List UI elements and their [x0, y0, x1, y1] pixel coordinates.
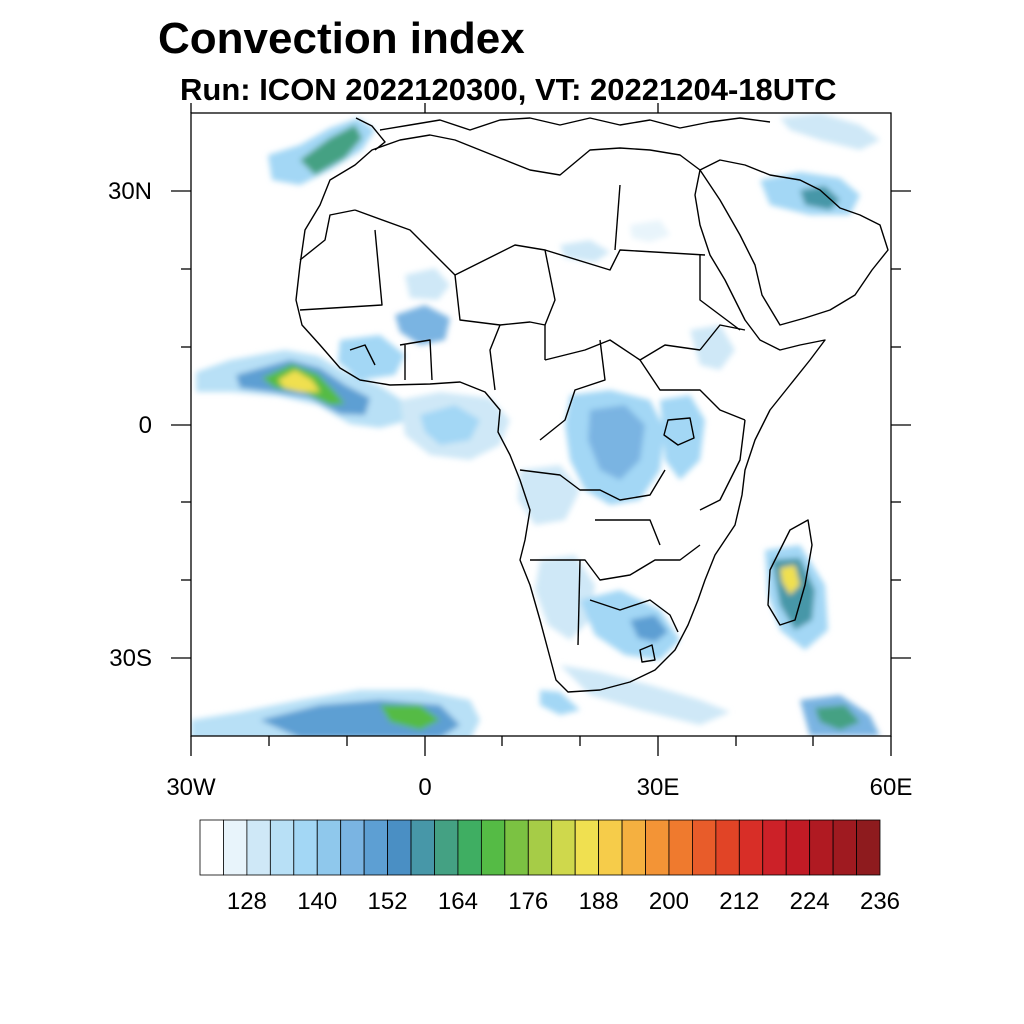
lon-label-30w: 30W — [166, 774, 216, 801]
colorbar-swatch — [668, 819, 693, 876]
lat-label-30n: 30N — [107, 178, 152, 205]
colorbar-tick-label: 152 — [367, 888, 408, 915]
convection-blob — [540, 690, 580, 715]
tick-marks — [171, 103, 911, 756]
colorbar-swatch — [434, 819, 459, 876]
colorbar-swatch — [199, 819, 224, 876]
convection-blob — [300, 125, 362, 175]
colorbar-tick-label: 176 — [508, 888, 549, 915]
colorbar-swatch — [457, 819, 482, 876]
convection-blob — [660, 395, 705, 480]
chart-subtitle: Run: ICON 2022120300, VT: 20221204-18UTC — [180, 72, 837, 107]
convection-blob — [395, 305, 450, 345]
lon-label-0: 0 — [418, 774, 432, 801]
colorbar-swatch — [809, 819, 834, 876]
colorbar-swatch — [762, 819, 787, 876]
colorbar-swatch — [316, 819, 342, 876]
chart-title: Convection index — [158, 14, 525, 63]
colorbar-swatch — [246, 819, 271, 876]
colorbar-swatch — [293, 819, 318, 876]
colorbar-swatch — [692, 819, 717, 876]
colorbar-swatch — [785, 819, 811, 876]
lon-label-60e: 60E — [869, 774, 913, 801]
convection-blob — [780, 113, 880, 150]
colorbar-swatch — [832, 819, 857, 876]
convection-blob — [518, 465, 580, 525]
colorbar-swatch — [645, 819, 670, 876]
colorbar-swatch — [621, 819, 646, 876]
convection-blob — [815, 705, 860, 730]
lat-label-0: 0 — [138, 412, 152, 439]
colorbar-tick-label: 164 — [437, 888, 478, 915]
convection-field — [191, 113, 880, 736]
convection-blob — [780, 565, 800, 595]
colorbar-swatch — [551, 819, 576, 876]
colorbar-swatch — [363, 819, 388, 876]
convection-blob — [560, 665, 730, 725]
colorbar-tick-label: 236 — [859, 888, 901, 915]
convection-blob — [535, 555, 595, 640]
convection-blob — [278, 370, 320, 392]
colorbar-swatch — [856, 819, 881, 876]
colorbar — [199, 819, 881, 876]
convection-blob — [588, 405, 645, 480]
colorbar-swatch — [574, 819, 600, 876]
colorbar-tick-label: 188 — [578, 888, 619, 915]
colorbar-swatch — [504, 819, 529, 876]
colorbar-swatch — [410, 819, 435, 876]
colorbar-swatch — [223, 819, 248, 876]
colorbar-tick-label: 128 — [226, 888, 267, 915]
colorbar-tick-label: 212 — [719, 888, 760, 915]
colorbar-swatch — [527, 819, 553, 876]
convection-blob — [420, 405, 480, 445]
colorbar-swatch — [598, 819, 623, 876]
convection-blob — [800, 186, 840, 210]
convection-blob — [690, 325, 735, 370]
colorbar-swatch — [387, 819, 412, 876]
coastlines — [295, 117, 889, 693]
colorbar-swatch — [480, 819, 506, 876]
colorbar-swatch — [340, 819, 365, 876]
colorbar-tick-label: 200 — [648, 888, 689, 915]
convection-blob — [630, 615, 668, 642]
convection-blob — [560, 240, 610, 262]
lon-label-30e: 30E — [636, 774, 680, 801]
colorbar-swatch — [715, 819, 740, 876]
convection-blob — [630, 220, 670, 242]
convection-blob — [405, 268, 450, 300]
lat-label-30s: 30S — [109, 645, 152, 672]
colorbar-tick-label: 224 — [789, 888, 830, 915]
colorbar-swatch — [738, 819, 764, 876]
convection-blob — [580, 590, 680, 660]
colorbar-tick-label: 140 — [297, 888, 338, 915]
colorbar-swatch — [269, 819, 295, 876]
convection-blob — [380, 705, 440, 730]
